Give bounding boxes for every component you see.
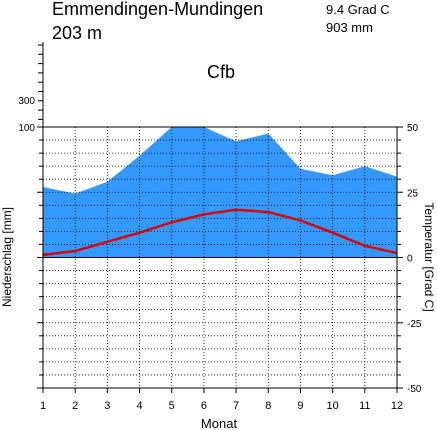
right-tick-label: -25 (407, 319, 422, 330)
left-tick-label: 100 (18, 123, 35, 134)
annual-precipitation: 903 mm (326, 20, 373, 35)
mean-temperature: 9.4 Grad C (326, 2, 390, 17)
right-tick-label: -50 (407, 384, 422, 395)
x-tick-label: 10 (327, 400, 339, 412)
x-axis-label: Monat (201, 416, 238, 430)
left-tick-label: 300 (18, 96, 35, 107)
station-name: Emmendingen-Mundingen (52, 0, 263, 19)
x-tick-label: 4 (136, 400, 142, 412)
x-tick-label: 1 (40, 400, 46, 412)
right-tick-label: 50 (407, 123, 419, 134)
x-tick-label: 5 (169, 400, 175, 412)
grid (43, 127, 397, 388)
right-tick-label: 25 (407, 188, 419, 199)
left-axis-label: Niederschlag [mm] (0, 207, 14, 307)
right-axis-label: Temperatur [Grad C] (422, 202, 436, 311)
climate-classification: Cfb (207, 62, 235, 82)
temperature-line-layer (42, 208, 398, 257)
x-tick-label: 3 (104, 400, 110, 412)
x-tick-label: 6 (201, 400, 207, 412)
x-tick-label: 2 (72, 400, 78, 412)
x-tick-label: 7 (233, 400, 239, 412)
x-tick-label: 11 (359, 400, 370, 412)
x-tick-label: 12 (391, 400, 403, 412)
station-elevation: 203 m (52, 23, 102, 43)
x-tick-label: 8 (265, 400, 271, 412)
temperature-line (42, 208, 398, 257)
x-tick-label: 9 (297, 400, 303, 412)
right-tick-label: 0 (407, 254, 413, 265)
